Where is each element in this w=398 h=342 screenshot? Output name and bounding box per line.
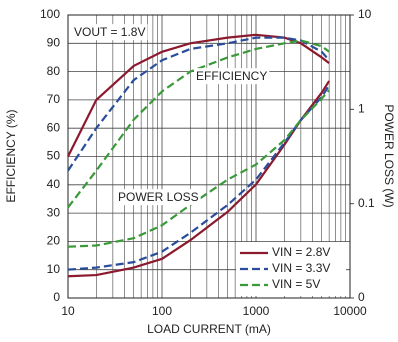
power_loss-line <box>67 84 331 271</box>
annotation: POWER LOSS <box>118 190 199 204</box>
x-tick-label: 1000 <box>243 304 270 318</box>
x-tick-label: 100 <box>152 304 172 318</box>
x-axis-title: LOAD CURRENT (mA) <box>147 322 271 336</box>
efficiency-line <box>67 36 330 172</box>
y-tick-label: 60 <box>47 120 61 134</box>
y2-axis-title: POWER LOSS (W) <box>382 104 396 207</box>
y-axis-title: EFFICIENCY (%) <box>4 109 18 202</box>
annotation: VOUT = 1.8V <box>74 25 145 39</box>
legend-label: VIN = 2.8V <box>272 245 330 259</box>
y2-tick-label: 0.1 <box>358 196 375 210</box>
y-tick-label: 90 <box>47 35 61 49</box>
y-tick-label: 70 <box>47 92 61 106</box>
y2-tick-label: 1 <box>358 102 365 116</box>
y2-tick-label: 0 <box>358 290 365 304</box>
y-tick-label: 10 <box>47 262 61 276</box>
y-tick-label: 0 <box>53 290 60 304</box>
efficiency-line <box>67 33 330 157</box>
legend-label: VIN = 5V <box>272 277 320 291</box>
efficiency-line <box>67 39 330 209</box>
y-tick-label: 80 <box>47 64 61 78</box>
y-tick-label: 20 <box>47 234 61 248</box>
y-tick-label: 40 <box>47 177 61 191</box>
legend-label: VIN = 3.3V <box>272 261 330 275</box>
x-tick-label: 10 <box>61 304 75 318</box>
annotation-bg <box>116 189 201 206</box>
y-tick-label: 50 <box>47 149 61 163</box>
y-tick-label: 100 <box>40 7 60 21</box>
annotation: EFFICIENCY <box>196 69 267 83</box>
y-tick-label: 30 <box>47 205 61 219</box>
x-tick-label: 10000 <box>333 304 367 318</box>
annotation-bg <box>72 24 148 41</box>
y2-tick-label: 10 <box>358 7 372 21</box>
annotation-bg <box>194 68 270 85</box>
power_loss-line <box>67 89 330 248</box>
